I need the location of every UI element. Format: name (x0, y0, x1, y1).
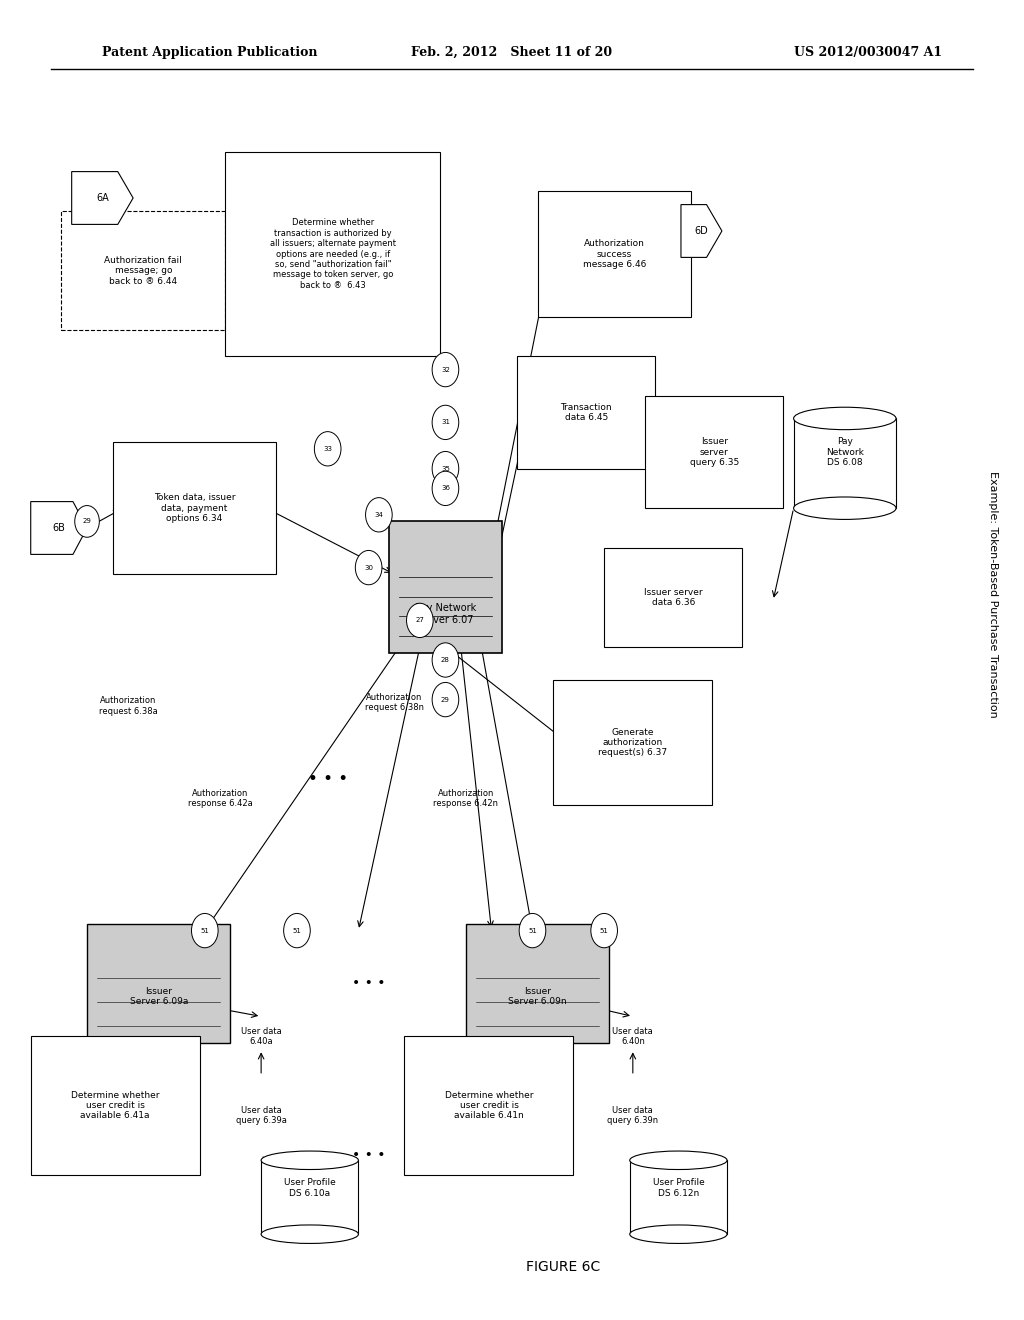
Text: Token data, issuer
data, payment
options 6.34: Token data, issuer data, payment options… (154, 494, 236, 523)
Ellipse shape (794, 498, 896, 520)
FancyBboxPatch shape (466, 924, 609, 1043)
FancyBboxPatch shape (225, 152, 440, 356)
FancyBboxPatch shape (538, 191, 691, 317)
Text: 32: 32 (441, 367, 450, 372)
FancyBboxPatch shape (553, 680, 712, 805)
Circle shape (519, 913, 546, 948)
Text: 30: 30 (365, 565, 373, 570)
Polygon shape (72, 172, 133, 224)
Circle shape (366, 498, 392, 532)
Bar (794, 418, 896, 508)
Text: 51: 51 (293, 928, 301, 933)
Text: Authorization
request 6.38n: Authorization request 6.38n (365, 693, 424, 711)
FancyBboxPatch shape (404, 1036, 573, 1175)
Text: Pay Network
Server 6.07: Pay Network Server 6.07 (415, 603, 476, 624)
Text: Authorization
response 6.42n: Authorization response 6.42n (433, 789, 499, 808)
Text: User Profile
DS 6.10a: User Profile DS 6.10a (284, 1179, 336, 1197)
Text: 29: 29 (441, 697, 450, 702)
Circle shape (432, 405, 459, 440)
Text: Determine whether
user credit is
available 6.41n: Determine whether user credit is availab… (444, 1090, 534, 1121)
Text: Authorization
success
message 6.46: Authorization success message 6.46 (583, 239, 646, 269)
Text: Transaction
data 6.45: Transaction data 6.45 (560, 403, 612, 422)
Circle shape (432, 643, 459, 677)
Circle shape (355, 550, 382, 585)
Circle shape (432, 451, 459, 486)
FancyBboxPatch shape (61, 211, 225, 330)
Circle shape (314, 432, 341, 466)
Circle shape (284, 913, 310, 948)
FancyBboxPatch shape (517, 356, 655, 469)
Text: User Profile
DS 6.12n: User Profile DS 6.12n (652, 1179, 705, 1197)
Circle shape (75, 506, 99, 537)
Text: Issuer
server
query 6.35: Issuer server query 6.35 (689, 437, 739, 467)
Text: 35: 35 (441, 466, 450, 471)
Text: Authorization fail
message; go
back to ® 6.44: Authorization fail message; go back to ®… (104, 256, 182, 285)
FancyBboxPatch shape (604, 548, 742, 647)
Polygon shape (681, 205, 722, 257)
Ellipse shape (261, 1225, 358, 1243)
Circle shape (191, 913, 218, 948)
FancyBboxPatch shape (31, 1036, 200, 1175)
Text: • • •: • • • (307, 770, 348, 788)
Circle shape (407, 603, 433, 638)
Text: 6D: 6D (694, 226, 709, 236)
Text: • • •: • • • (352, 977, 385, 990)
Text: Pay
Network
DS 6.08: Pay Network DS 6.08 (826, 437, 863, 467)
Text: 34: 34 (375, 512, 383, 517)
Text: 28: 28 (441, 657, 450, 663)
Bar (630, 1160, 727, 1234)
Text: • • •: • • • (352, 1148, 385, 1162)
Text: Issuer
Server 6.09n: Issuer Server 6.09n (508, 987, 567, 1006)
Text: Issuer server
data 6.36: Issuer server data 6.36 (644, 587, 702, 607)
Text: 36: 36 (441, 486, 450, 491)
Circle shape (432, 682, 459, 717)
Text: Feb. 2, 2012   Sheet 11 of 20: Feb. 2, 2012 Sheet 11 of 20 (412, 46, 612, 59)
Text: Patent Application Publication: Patent Application Publication (102, 46, 317, 59)
Text: Determine whether
transaction is authorized by
all issuers; alternate payment
op: Determine whether transaction is authori… (269, 218, 396, 290)
Ellipse shape (261, 1151, 358, 1170)
Text: 31: 31 (441, 420, 450, 425)
FancyBboxPatch shape (87, 924, 230, 1043)
Text: 6B: 6B (52, 523, 66, 533)
FancyBboxPatch shape (113, 442, 276, 574)
Text: 29: 29 (83, 519, 91, 524)
Text: User data
query 6.39a: User data query 6.39a (236, 1106, 287, 1125)
Ellipse shape (794, 407, 896, 430)
Text: Determine whether
user credit is
available 6.41a: Determine whether user credit is availab… (71, 1090, 160, 1121)
Text: Generate
authorization
request(s) 6.37: Generate authorization request(s) 6.37 (598, 727, 667, 758)
Circle shape (432, 352, 459, 387)
Circle shape (591, 913, 617, 948)
Text: 27: 27 (416, 618, 424, 623)
Polygon shape (31, 502, 87, 554)
Bar (261, 1160, 358, 1234)
Text: 51: 51 (201, 928, 209, 933)
Text: FIGURE 6C: FIGURE 6C (526, 1261, 600, 1274)
Text: 51: 51 (528, 928, 537, 933)
FancyBboxPatch shape (645, 396, 783, 508)
Text: Authorization
request 6.38a: Authorization request 6.38a (98, 697, 158, 715)
Text: 6A: 6A (96, 193, 109, 203)
Text: User data
6.40a: User data 6.40a (241, 1027, 282, 1045)
Text: Example: Token-Based Purchase Transaction: Example: Token-Based Purchase Transactio… (988, 471, 998, 717)
Text: User data
6.40n: User data 6.40n (612, 1027, 653, 1045)
Text: User data
query 6.39n: User data query 6.39n (607, 1106, 658, 1125)
Text: US 2012/0030047 A1: US 2012/0030047 A1 (794, 46, 942, 59)
Circle shape (432, 471, 459, 506)
Text: Authorization
response 6.42a: Authorization response 6.42a (187, 789, 253, 808)
Text: 33: 33 (324, 446, 332, 451)
Ellipse shape (630, 1225, 727, 1243)
Text: 51: 51 (600, 928, 608, 933)
Text: Issuer
Server 6.09a: Issuer Server 6.09a (129, 987, 188, 1006)
Ellipse shape (630, 1151, 727, 1170)
FancyBboxPatch shape (389, 521, 502, 653)
